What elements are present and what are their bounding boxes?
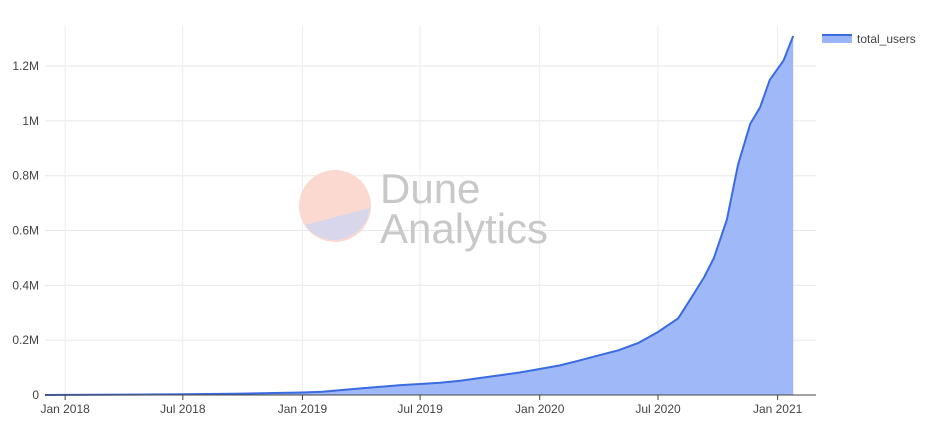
x-tick-label: Jul 2018 (160, 402, 206, 416)
series-area-fill (45, 36, 794, 395)
x-tick-label: Jul 2020 (635, 402, 681, 416)
x-tick-label: Jul 2019 (397, 402, 443, 416)
watermark-logo-lower (305, 208, 370, 240)
y-tick-label: 0.4M (12, 278, 39, 292)
x-tick-label: Jan 2018 (40, 402, 90, 416)
watermark: Dune Analytics (299, 165, 548, 252)
y-tick-label: 1.2M (12, 59, 39, 73)
legend[interactable]: total_users (822, 32, 916, 46)
watermark-line1: Dune (380, 165, 480, 212)
x-tick-label: Jan 2021 (753, 402, 803, 416)
x-tick-label: Jan 2019 (278, 402, 328, 416)
y-tick-label: 0.6M (12, 224, 39, 238)
y-tick-label: 0.8M (12, 169, 39, 183)
legend-label[interactable]: total_users (857, 32, 916, 46)
watermark-line2: Analytics (380, 205, 548, 252)
x-tick-label: Jan 2020 (515, 402, 565, 416)
y-tick-label: 0.2M (12, 333, 39, 347)
legend-swatch-fill (822, 35, 852, 43)
y-tick-label: 1M (22, 114, 39, 128)
y-tick-label: 0 (32, 388, 39, 402)
axes: 0 0.2M 0.4M 0.6M 0.8M 1M 1.2M Jan 2018 Jul 2018 J… (12, 59, 816, 416)
